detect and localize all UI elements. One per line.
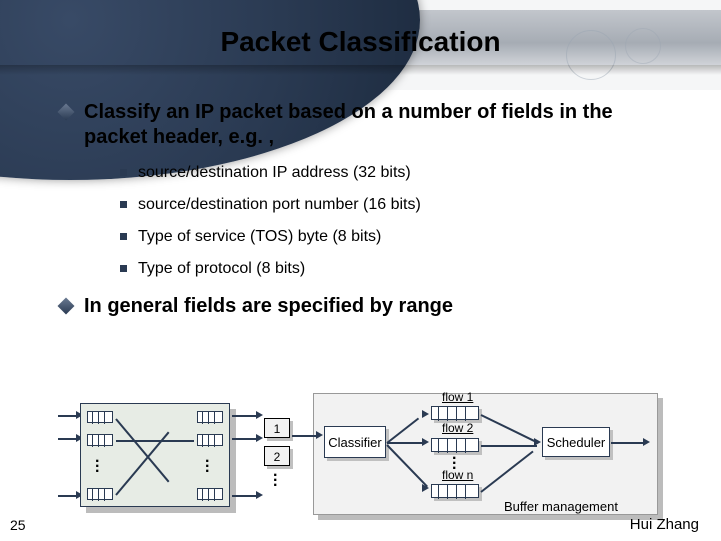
arrow-head-icon <box>534 438 541 446</box>
flow-2-label: flow 2 <box>442 421 473 435</box>
arrow-line <box>58 495 78 497</box>
square-icon <box>120 169 127 176</box>
crossbar-line <box>116 440 194 442</box>
arrow-line <box>611 442 645 444</box>
arrow-line <box>480 451 533 493</box>
arrow-line <box>232 438 258 440</box>
bullet-2-text: In general fields are specified by range <box>84 295 453 317</box>
mini-box-2: 2 <box>264 446 290 466</box>
arrow-line <box>58 438 78 440</box>
arrow-line <box>386 444 428 487</box>
arrow-head-icon <box>316 431 323 439</box>
flow-1-label: flow 1 <box>442 390 473 404</box>
scheduler-node: Scheduler <box>542 427 610 457</box>
arrow-head-icon <box>256 411 263 419</box>
panel-face: Classifier flow 1 flow 2 ··· flow n <box>313 393 658 515</box>
arrow-head-icon <box>256 434 263 442</box>
dots-icon: ··· <box>273 473 278 488</box>
arrow-line <box>232 495 258 497</box>
router-face: ··· ··· <box>80 403 230 507</box>
buffer-management-label: Buffer management <box>504 499 618 514</box>
arrow-head-icon <box>256 491 263 499</box>
bullet-1-text: Classify an IP packet based on a number … <box>84 101 613 148</box>
flow-n-label: flow n <box>442 468 473 482</box>
diamond-icon <box>58 104 75 121</box>
sub-bullet-text: Type of service (TOS) byte (8 bits) <box>138 228 381 245</box>
output-queue <box>197 488 223 500</box>
content-area: Classify an IP packet based on a number … <box>60 100 670 331</box>
arrow-line <box>58 415 78 417</box>
sub-bullet: Type of service (TOS) byte (8 bits) <box>120 228 670 246</box>
sub-bullet: source/destination IP address (32 bits) <box>120 164 670 182</box>
arrow-head-icon <box>422 438 429 446</box>
square-icon <box>120 201 127 208</box>
bullet-1: Classify an IP packet based on a number … <box>60 100 670 150</box>
sub-bullet: Type of protocol (8 bits) <box>120 260 670 278</box>
classifier-node: Classifier <box>324 426 386 458</box>
header-divider <box>0 65 721 75</box>
header-strip: Packet Classification <box>0 0 721 90</box>
arrow-head-icon <box>643 438 650 446</box>
arrow-line <box>481 445 537 447</box>
slide: Packet Classification Classify an IP pac… <box>0 0 721 541</box>
arrow-line <box>232 415 258 417</box>
crossbar-line <box>115 418 169 482</box>
arrow-head-icon <box>422 410 429 418</box>
sub-bullet-text: source/destination IP address (32 bits) <box>138 164 411 181</box>
diamond-icon <box>58 298 75 315</box>
arrow-line <box>387 442 425 444</box>
square-icon <box>120 265 127 272</box>
dots-icon: ··· <box>205 459 210 474</box>
sub-bullet: source/destination port number (16 bits) <box>120 196 670 214</box>
input-queue <box>87 488 113 500</box>
qos-panel: Classifier flow 1 flow 2 ··· flow n <box>313 393 658 523</box>
sub-bullet-list: source/destination IP address (32 bits) … <box>120 164 670 278</box>
slide-number: 25 <box>10 517 26 533</box>
dots-icon: ··· <box>95 459 100 474</box>
router-block: ··· ··· <box>80 403 230 507</box>
output-queue <box>197 411 223 423</box>
mini-box-1: 1 <box>264 418 290 438</box>
square-icon <box>120 233 127 240</box>
arrow-line <box>386 418 419 444</box>
diagram: ··· ··· <box>80 395 660 525</box>
output-queue <box>197 434 223 446</box>
page-title: Packet Classification <box>0 26 721 58</box>
input-queue <box>87 411 113 423</box>
sub-bullet-text: source/destination port number (16 bits) <box>138 196 421 213</box>
flow-queue <box>431 484 479 498</box>
footer-author: Hui Zhang <box>630 516 699 533</box>
flow-queue <box>431 406 479 420</box>
arrow-line <box>292 435 318 437</box>
arrow-line <box>481 414 538 443</box>
arrow-head-icon <box>422 484 429 492</box>
bullet-2: In general fields are specified by range <box>60 294 670 319</box>
sub-bullet-text: Type of protocol (8 bits) <box>138 260 305 277</box>
input-queue <box>87 434 113 446</box>
